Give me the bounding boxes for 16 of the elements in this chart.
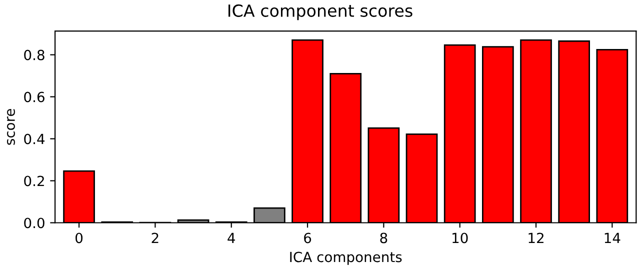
y-tick-label: 0.0 (24, 218, 44, 228)
x-tick-label: 14 (604, 232, 620, 244)
x-tick-label: 0 (76, 232, 83, 244)
y-tick-label: 0.8 (24, 50, 44, 60)
y-tick-label: 0.2 (24, 176, 44, 186)
x-tick-label: 12 (528, 232, 544, 244)
x-tick-label: 10 (452, 232, 468, 244)
y-tick-label: 0.6 (24, 92, 44, 102)
y-tick-label: 0.4 (24, 134, 45, 144)
x-axis-title: ICA components (290, 252, 402, 265)
x-tick-label: 2 (152, 232, 158, 244)
x-tick-label: 6 (304, 232, 312, 244)
y-axis-title: score (7, 108, 15, 145)
x-tick-label: 8 (380, 232, 388, 244)
x-tick-label: 4 (228, 232, 235, 244)
chart-title: ICA component scores (228, 4, 412, 20)
